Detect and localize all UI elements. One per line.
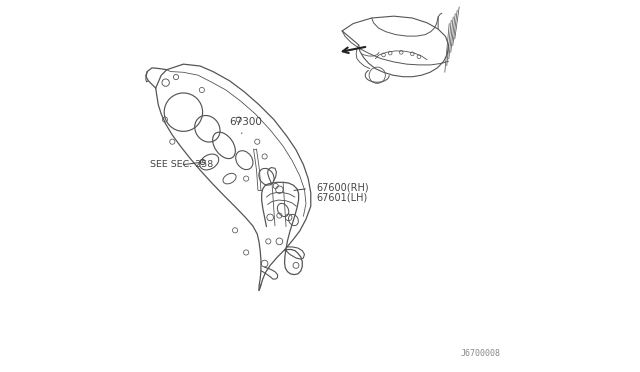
Text: 67300: 67300 [230,118,262,134]
Text: SEE SEC. 258: SEE SEC. 258 [150,160,213,169]
Text: J6700008: J6700008 [460,349,500,358]
Text: 67601(LH): 67601(LH) [316,192,367,202]
Text: 67600(RH): 67600(RH) [316,183,369,193]
